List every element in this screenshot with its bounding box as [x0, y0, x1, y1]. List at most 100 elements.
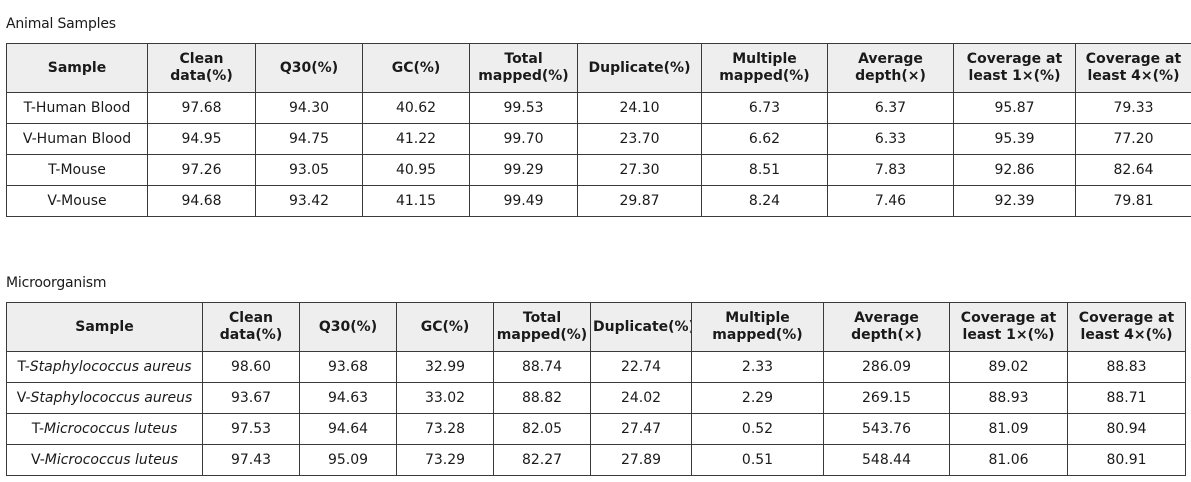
column-header: GC(%) — [362, 43, 470, 93]
table-row: T-Micrococcus luteus 97.53 94.64 73.28 82.05… — [6, 413, 1186, 445]
table-cell: 99.49 — [469, 185, 578, 217]
column-header: Average depth(×) — [823, 302, 950, 352]
column-header: Coverage at least 1×(%) — [953, 43, 1076, 93]
column-header: Clean data(%) — [147, 43, 256, 93]
table-cell: 92.39 — [953, 185, 1076, 217]
table-cell: 6.73 — [701, 92, 828, 124]
table-row: V-Micrococcus luteus 97.43 95.09 73.29 82.27… — [6, 444, 1186, 476]
table-cell: 543.76 — [823, 413, 950, 445]
table-cell: 40.62 — [362, 92, 470, 124]
table-cell: 82.05 — [493, 413, 591, 445]
microorganism-table: Sample Clean data(%) Q30(%) GC(%) Total … — [6, 302, 1186, 476]
table-cell: 88.93 — [949, 382, 1068, 414]
table-cell: 92.86 — [953, 154, 1076, 186]
table-row: V-Human Blood 94.95 94.75 41.22 99.70 23.70 6.… — [6, 123, 1191, 155]
table-cell: 93.42 — [255, 185, 363, 217]
sample-name-cell: T-Staphylococcus aureus — [6, 351, 203, 383]
table-cell: 33.02 — [396, 382, 494, 414]
column-header: Coverage at least 1×(%) — [949, 302, 1068, 352]
column-header: Sample — [6, 43, 148, 93]
table-header-row: Sample Clean data(%) Q30(%) GC(%) Total … — [6, 43, 1191, 93]
table-cell: 99.53 — [469, 92, 578, 124]
sample-name-cell: T-Micrococcus luteus — [6, 413, 203, 445]
column-header: Duplicate(%) — [577, 43, 702, 93]
table-cell: 97.68 — [147, 92, 256, 124]
table-cell: 99.29 — [469, 154, 578, 186]
table-cell: 2.33 — [691, 351, 824, 383]
table-cell: 94.64 — [299, 413, 397, 445]
table-row: T-Mouse 97.26 93.05 40.95 99.29 27.30 8.51 7.83… — [6, 154, 1191, 186]
table-cell: 24.02 — [590, 382, 692, 414]
column-header: Q30(%) — [299, 302, 397, 352]
table-cell: 29.87 — [577, 185, 702, 217]
animal-samples-table: Sample Clean data(%) Q30(%) GC(%) Total … — [6, 43, 1191, 217]
table-cell: 88.74 — [493, 351, 591, 383]
table-cell: 269.15 — [823, 382, 950, 414]
column-header: Coverage at least 4×(%) — [1075, 43, 1191, 93]
table-cell: 24.10 — [577, 92, 702, 124]
column-header: Multiple mapped(%) — [701, 43, 828, 93]
column-header: GC(%) — [396, 302, 494, 352]
species-name: Micrococcus luteus — [44, 421, 178, 437]
column-header: Clean data(%) — [202, 302, 300, 352]
table-cell: 8.24 — [701, 185, 828, 217]
table-cell: 22.74 — [590, 351, 692, 383]
table-row: T-Staphylococcus aureus 98.60 93.68 32.99 88… — [6, 351, 1186, 383]
table-cell: 7.46 — [827, 185, 954, 217]
table-cell: 94.95 — [147, 123, 256, 155]
table-cell: 79.33 — [1075, 92, 1191, 124]
table-cell: 0.52 — [691, 413, 824, 445]
species-name: Micrococcus luteus — [44, 452, 179, 468]
table-cell: 94.30 — [255, 92, 363, 124]
table-cell: 2.29 — [691, 382, 824, 414]
microorganism-caption: Microorganism — [6, 275, 107, 291]
table-cell: 95.09 — [299, 444, 397, 476]
table-cell: 97.43 — [202, 444, 300, 476]
table-cell: 88.82 — [493, 382, 591, 414]
sample-prefix: V- — [16, 390, 31, 406]
table-cell: 82.27 — [493, 444, 591, 476]
table-cell: 73.28 — [396, 413, 494, 445]
table-cell: 89.02 — [949, 351, 1068, 383]
table-cell: 6.37 — [827, 92, 954, 124]
sample-prefix: V- — [30, 452, 45, 468]
table-header-row: Sample Clean data(%) Q30(%) GC(%) Total … — [6, 302, 1186, 352]
table-cell: 93.05 — [255, 154, 363, 186]
table-cell: 80.94 — [1067, 413, 1186, 445]
table-cell: 548.44 — [823, 444, 950, 476]
table-cell: 8.51 — [701, 154, 828, 186]
table-cell: 94.68 — [147, 185, 256, 217]
table-cell: 95.39 — [953, 123, 1076, 155]
table-cell: 23.70 — [577, 123, 702, 155]
table-cell: 41.15 — [362, 185, 470, 217]
table-cell: 97.26 — [147, 154, 256, 186]
table-cell: 82.64 — [1075, 154, 1191, 186]
column-header: Total mapped(%) — [469, 43, 578, 93]
table-cell: 81.09 — [949, 413, 1068, 445]
sample-name-cell: V-Micrococcus luteus — [6, 444, 203, 476]
species-name: Staphylococcus aureus — [29, 359, 192, 375]
table-cell: 79.81 — [1075, 185, 1191, 217]
table-cell: 97.53 — [202, 413, 300, 445]
table-cell: 93.68 — [299, 351, 397, 383]
table-cell: 41.22 — [362, 123, 470, 155]
table-cell: 77.20 — [1075, 123, 1191, 155]
table-cell: 88.71 — [1067, 382, 1186, 414]
table-cell: 27.89 — [590, 444, 692, 476]
table-cell: 40.95 — [362, 154, 470, 186]
table-cell: 7.83 — [827, 154, 954, 186]
column-header: Duplicate(%) — [590, 302, 692, 352]
column-header: Average depth(×) — [827, 43, 954, 93]
sample-name-cell: V-Mouse — [6, 185, 148, 217]
table-cell: 98.60 — [202, 351, 300, 383]
table-cell: 94.75 — [255, 123, 363, 155]
column-header: Multiple mapped(%) — [691, 302, 824, 352]
table-cell: 81.06 — [949, 444, 1068, 476]
column-header: Total mapped(%) — [493, 302, 591, 352]
table-row: T-Human Blood 97.68 94.30 40.62 99.53 24.10 6.… — [6, 92, 1191, 124]
table-cell: 93.67 — [202, 382, 300, 414]
table-cell: 6.62 — [701, 123, 828, 155]
table-cell: 95.87 — [953, 92, 1076, 124]
table-cell: 80.91 — [1067, 444, 1186, 476]
table-cell: 6.33 — [827, 123, 954, 155]
